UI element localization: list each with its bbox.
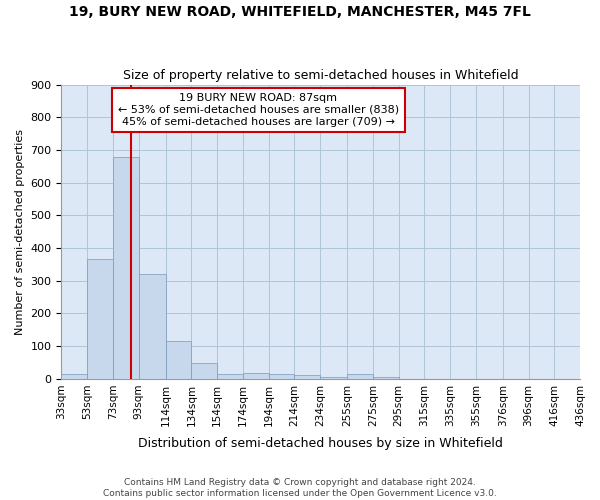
Text: 19, BURY NEW ROAD, WHITEFIELD, MANCHESTER, M45 7FL: 19, BURY NEW ROAD, WHITEFIELD, MANCHESTE… [69,5,531,19]
Bar [87,258,113,379]
Bar [243,373,269,379]
Bar [373,378,398,379]
Bar [191,363,217,379]
Bar [269,374,295,379]
Title: Size of property relative to semi-detached houses in Whitefield: Size of property relative to semi-detach… [123,69,518,82]
Bar [139,274,166,379]
Bar [347,374,373,379]
Text: Contains HM Land Registry data © Crown copyright and database right 2024.
Contai: Contains HM Land Registry data © Crown c… [103,478,497,498]
Bar [113,156,139,379]
Bar [61,374,87,379]
Bar [217,374,243,379]
Text: 19 BURY NEW ROAD: 87sqm
← 53% of semi-detached houses are smaller (838)
45% of s: 19 BURY NEW ROAD: 87sqm ← 53% of semi-de… [118,94,399,126]
Bar [320,378,347,379]
Bar [295,374,320,379]
Y-axis label: Number of semi-detached properties: Number of semi-detached properties [15,128,25,334]
X-axis label: Distribution of semi-detached houses by size in Whitefield: Distribution of semi-detached houses by … [138,437,503,450]
Bar [166,341,191,379]
